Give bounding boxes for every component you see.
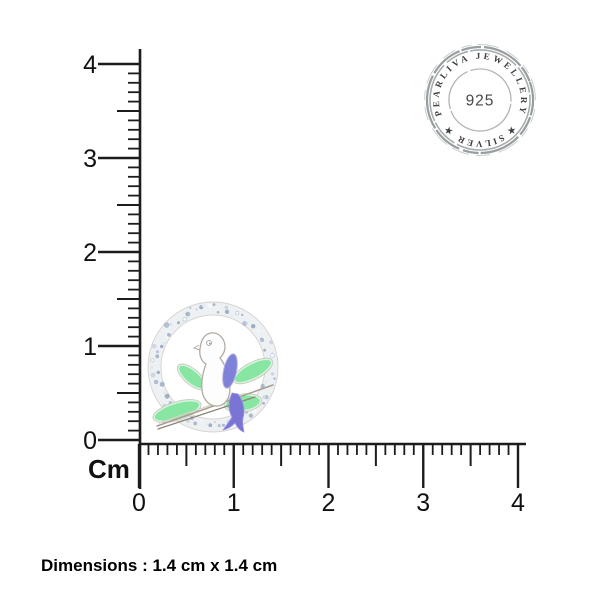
crystal-dot [182,317,187,322]
crystal-dot [201,303,206,308]
dove-tail [222,392,245,433]
crystal-dot [242,321,248,327]
crystal-dot [208,423,213,428]
crystal-dot [208,303,213,308]
stamp-inner-circle [448,68,512,132]
crystal-dot [270,372,275,376]
crystal-dot [248,413,253,418]
dove-body [199,332,231,407]
crystal-dot [217,424,221,428]
crystal-dot [150,372,156,378]
horizontal-ruler-label: 0 [132,489,146,517]
stamp-star-right-icon: ★ [504,124,516,138]
crystal-dot [150,358,155,363]
stamp-925-text: 925 [466,93,495,110]
dove-eye [206,340,212,346]
crystal-dot [156,350,159,354]
crystal-dot [163,391,167,395]
crystal-dot [224,305,229,310]
svg-text:★: ★ [504,124,518,138]
crystal-dot [213,421,216,424]
crystal-dot [163,322,170,328]
crystal-dot [260,384,265,389]
crystal-dot [160,344,164,349]
dimensions-caption: Dimensions : 1.4 cm x 1.4 cm [41,556,278,575]
svg-text:★: ★ [441,123,455,137]
crystal-dot [250,329,253,332]
crystal-dot [156,370,160,375]
stamp-outer-circle-2 [429,49,531,151]
crystal-dot [150,365,154,370]
stamp-grunge-ring [424,44,536,156]
horizontal-ruler: 0 1 2 3 4 [132,442,526,517]
crystal-dot [269,340,274,345]
horizontal-ruler-label: 1 [227,489,241,517]
crystal-dot [164,393,170,399]
crystal-dot [205,423,208,426]
wreath-outer-edge [147,301,279,433]
crystal-dot [262,395,266,399]
stamp-star-left-icon: ★ [441,123,453,137]
crystal-dot [221,423,225,427]
crystal-dot [264,395,269,400]
crystal-dot [234,310,240,316]
crystal-dot [230,314,234,318]
crystal-dot [169,323,172,326]
crystal-dot [260,338,265,342]
crystal-dot [154,379,159,385]
crystal-dot [263,348,266,352]
crystal-dot [252,409,257,414]
crystal-dot [212,303,216,307]
vertical-ruler-label: 1 [83,333,97,361]
crystal-dot [241,313,244,317]
hallmark-stamp: PEARLIVA JEWELLERY SILVER ★ ★ 925 [424,44,536,156]
crystal-dot [224,309,230,314]
crystal-dot [193,421,198,426]
crystal-dot [189,306,192,309]
vertical-ruler: 0 1 2 3 4 [83,49,142,489]
crystal-dot [167,333,171,337]
ruler-unit-label: Cm [88,454,130,484]
horizontal-ruler-label: 2 [322,489,336,517]
dove-beak [192,344,201,351]
crystal-dot [262,402,265,405]
dove-wing [222,353,238,389]
crystal-dot [270,353,275,358]
crystal-dot [177,321,180,325]
crystal-dot [250,324,256,329]
crystal-dot [199,419,203,422]
stamp-outer-circle [425,45,535,155]
crystal-dot [155,354,160,359]
leaf-upper-right [232,357,274,385]
crystal-dot [273,377,276,380]
vertical-ruler-label: 0 [83,427,97,455]
crystal-dot [159,387,162,390]
crystal-dot [162,341,167,346]
crystal-dot [264,380,267,384]
vertical-ruler-label: 3 [83,145,97,173]
pendant-image [147,301,279,433]
crystal-dot [185,311,191,317]
horizontal-ruler-label: 4 [511,489,525,517]
crystal-dot [151,343,157,349]
crystal-dot [245,322,248,325]
vertical-ruler-label: 4 [83,51,97,79]
vertical-ruler-label: 2 [83,239,97,267]
crystal-dot [159,381,165,387]
crystal-dot [257,329,260,333]
crystal-dot [195,308,198,311]
horizontal-ruler-label: 3 [416,489,430,517]
crystal-dot [216,310,220,314]
